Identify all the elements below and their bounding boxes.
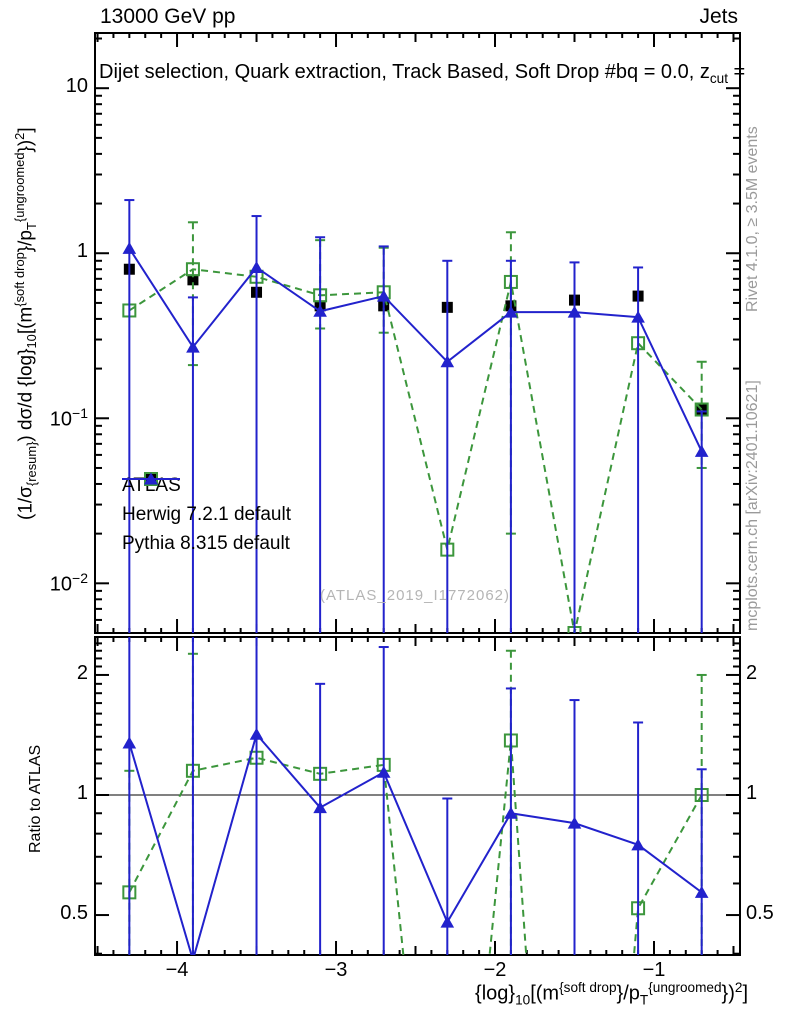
header-analysis-group: Jets [699,5,738,28]
ratio-y-tick-label-right: 0.5 [746,902,774,925]
legend-label-herwig: Herwig 7.2.1 default [122,503,291,525]
legend: ATLAS Herwig 7.2.1 default Pythia 8.315 … [122,471,291,558]
main-y-tick-label: 1 [76,240,88,263]
ratio-y-tick-label-left: 1 [76,782,88,804]
legend-label-pythia: Pythia 8.315 default [122,532,290,554]
ratio-y-tick-label-left: 0.5 [60,902,88,925]
plot-title: Dijet selection, Quark extraction, Track… [99,61,746,86]
herwig-series-main [122,221,709,633]
x-tick-label: −2 [483,959,507,981]
pythia-series-main [122,199,709,633]
x-axis-label: {log}10[(m{soft drop}/pT{ungroomed})2] [475,980,748,1008]
herwig-series-ratio [122,649,709,955]
pythia-series-ratio [122,637,709,955]
y-axis-label: (1/σ{resum}) dσ/d {log}10[(m{soft drop}/… [12,127,40,520]
mcplots-reference-note: mcplots.cern.ch [arXiv:2401.10621] [744,380,761,631]
legend-item-pythia: Pythia 8.315 default [122,472,291,558]
main-y-tick-label: 10 [65,75,88,98]
generator-version-note: Rivet 4.1.0, ≥ 3.5M events [744,126,761,312]
x-tick-label: −3 [324,959,348,981]
legend-item-herwig: Herwig 7.2.1 default [122,472,291,529]
analysis-watermark: (ATLAS_2019_I1772062) [320,587,511,604]
main-y-tick-label: 10−2 [49,570,88,596]
x-tick-label: −4 [165,959,189,981]
panel-frames [94,32,741,956]
main-y-tick-label: 10−1 [49,405,88,431]
ratio-y-tick-label-right: 2 [746,661,758,684]
ratio-y-tick-label-right: 1 [746,782,758,804]
header-beam-energy: 13000 GeV pp [100,5,236,28]
ratio-y-tick-label-left: 2 [76,661,88,684]
pythia-marker-icon [122,472,180,485]
atlas-series-main [123,263,708,416]
x-tick-label: −1 [642,959,666,981]
